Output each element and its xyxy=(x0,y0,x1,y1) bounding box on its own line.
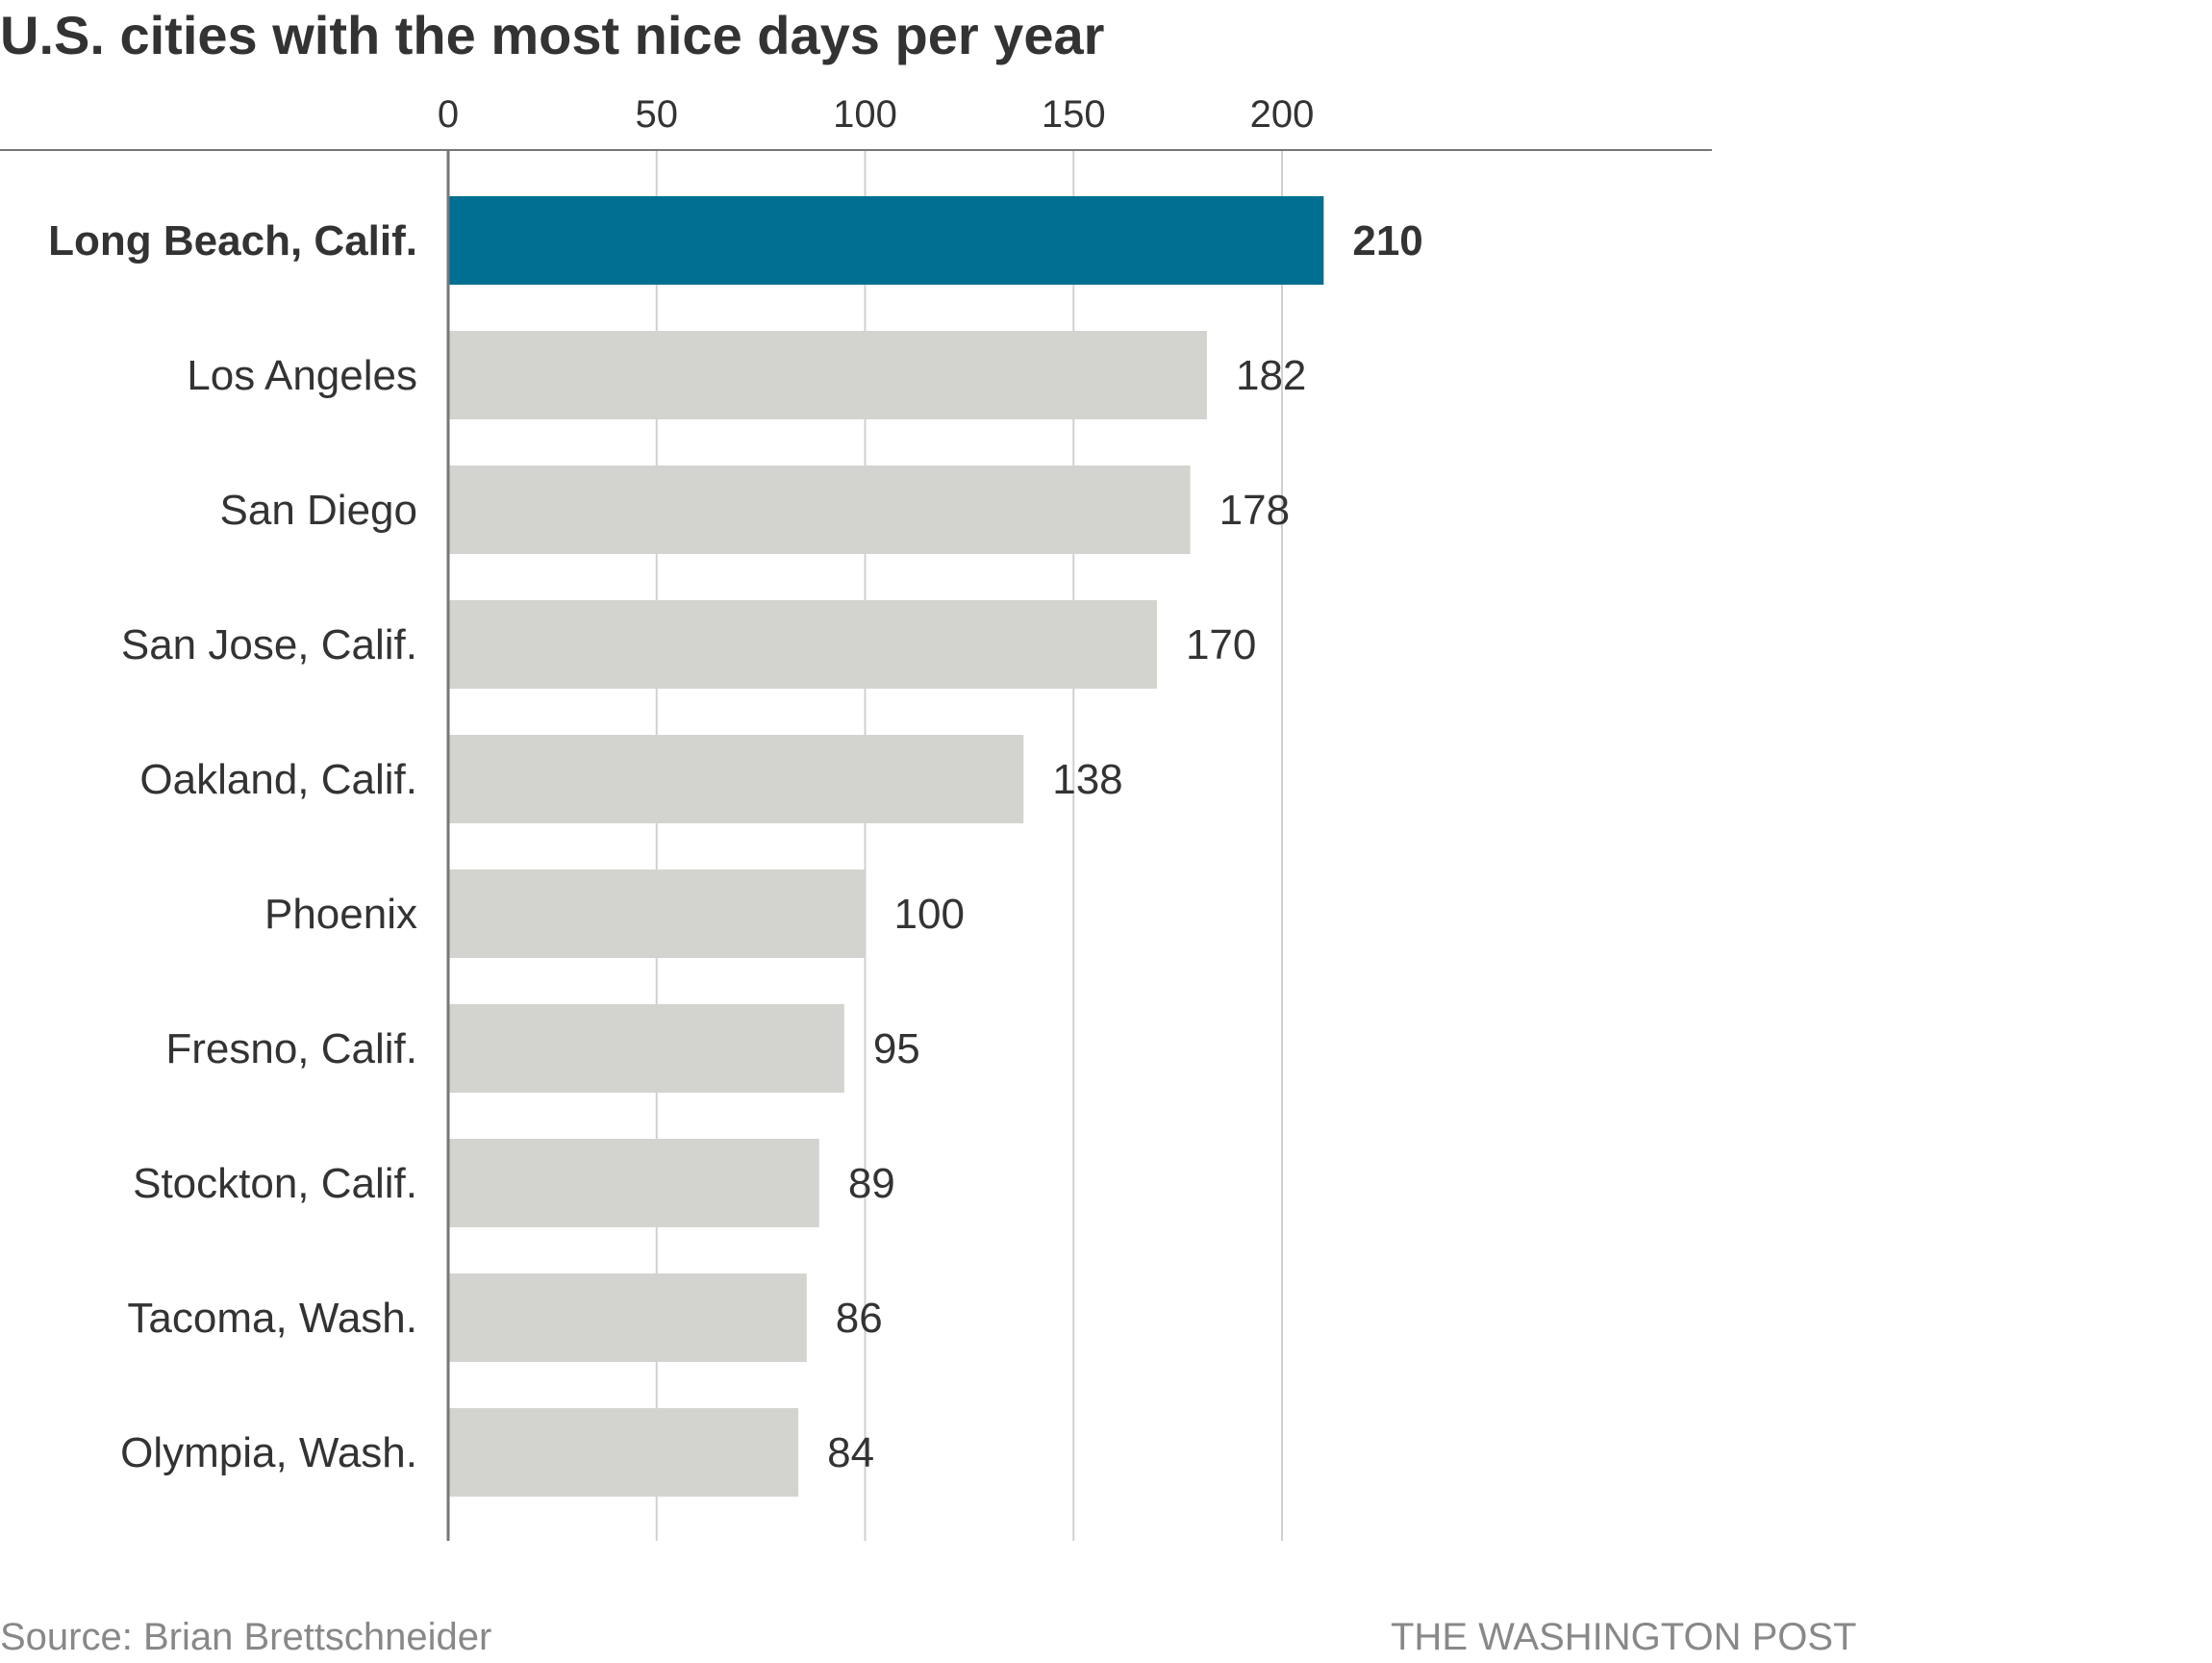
bar-2 xyxy=(448,466,1191,554)
x-tick-label-150: 150 xyxy=(1042,93,1106,136)
category-label-7: Stockton, Calif. xyxy=(133,1160,417,1207)
value-label-9: 84 xyxy=(827,1429,874,1476)
bar-7 xyxy=(448,1139,819,1227)
x-tick-label-100: 100 xyxy=(833,93,897,136)
value-label-4: 138 xyxy=(1052,756,1122,803)
category-label-2: San Diego xyxy=(220,487,417,534)
bar-9 xyxy=(448,1408,799,1497)
category-labels: Long Beach, Calif. Los Angeles San Diego Sa… xyxy=(48,217,417,1476)
bar-3 xyxy=(448,600,1157,689)
value-label-6: 95 xyxy=(873,1025,920,1072)
publisher-credit: THE WASHINGTON POST xyxy=(1391,1616,1857,1658)
bar-8 xyxy=(448,1273,807,1362)
value-label-2: 178 xyxy=(1219,487,1290,534)
category-label-6: Fresno, Calif. xyxy=(165,1025,417,1072)
value-labels: 210 182 178 170 138 100 95 89 86 84 xyxy=(827,217,1423,1476)
x-tick-label-0: 0 xyxy=(438,93,459,136)
bar-1 xyxy=(448,331,1207,419)
category-label-3: San Jose, Calif. xyxy=(121,621,417,668)
bar-4 xyxy=(448,735,1024,823)
bar-0 xyxy=(448,196,1324,285)
value-label-7: 89 xyxy=(848,1160,895,1207)
category-label-1: Los Angeles xyxy=(187,352,417,399)
category-label-8: Tacoma, Wash. xyxy=(127,1295,417,1342)
value-label-5: 100 xyxy=(894,891,965,938)
axes xyxy=(0,149,1712,1541)
category-label-9: Olympia, Wash. xyxy=(120,1429,417,1476)
bars xyxy=(448,196,1324,1497)
value-label-3: 170 xyxy=(1186,621,1256,668)
value-label-0: 210 xyxy=(1352,217,1422,265)
category-label-4: Oakland, Calif. xyxy=(139,756,417,803)
source-note: Source: Brian Brettschneider xyxy=(0,1616,492,1658)
x-tick-label-200: 200 xyxy=(1250,93,1315,136)
category-label-0: Long Beach, Calif. xyxy=(48,217,417,265)
bar-5 xyxy=(448,869,866,958)
value-label-1: 182 xyxy=(1236,352,1306,399)
x-tick-labels: 0 50 100 150 200 xyxy=(438,93,1315,136)
bar-6 xyxy=(448,1004,844,1093)
chart-title: U.S. cities with the most nice days per … xyxy=(0,5,1105,65)
category-label-5: Phoenix xyxy=(264,891,417,938)
value-label-8: 86 xyxy=(836,1295,883,1342)
x-tick-label-50: 50 xyxy=(636,93,679,136)
